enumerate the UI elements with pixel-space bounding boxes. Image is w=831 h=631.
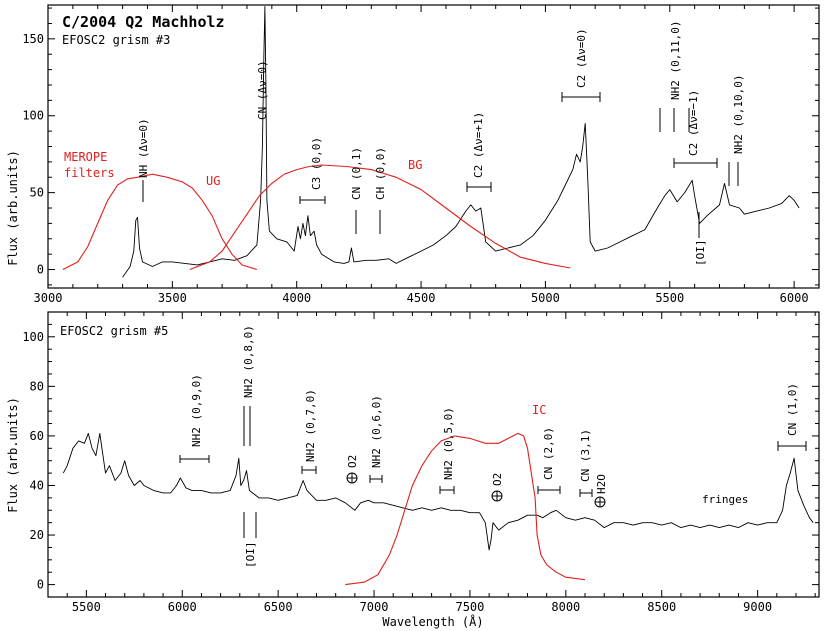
merope-label: MEROPE — [64, 150, 107, 164]
nh2-080-label: NH2 (0,8,0) — [242, 325, 255, 398]
fringes-label: fringes — [702, 493, 748, 506]
y-tick-label: 100 — [22, 330, 44, 344]
ic-label: IC — [532, 403, 546, 417]
nh2-060-marker — [369, 475, 383, 483]
top-y-ticks: 0 50 100 150 — [22, 7, 819, 286]
bottom-panel: 5500 6000 6500 7000 7500 8000 8500 9000 0 20 40 60… — [22, 311, 820, 614]
c2-dv0-label: C2 (Δν=0) — [575, 28, 588, 88]
y-tick-label: 0 — [37, 263, 44, 277]
nh2-011-label: NH2 (0,11,0) — [669, 21, 682, 100]
o2-label-1: O2 — [346, 455, 359, 468]
c2-dvm1-label: C2 (Δν=−1) — [687, 90, 700, 156]
x-tick-label: 5000 — [531, 291, 560, 305]
bottom-series — [62, 432, 814, 586]
cn20-marker — [537, 486, 561, 494]
spectrum-line — [122, 6, 800, 278]
cn31-marker — [579, 489, 593, 497]
filters-label: filters — [64, 166, 115, 180]
y-tick-label: 80 — [30, 379, 44, 393]
top-series — [62, 6, 800, 278]
c3-label: C3 (0,0) — [310, 137, 323, 190]
cn01-label: CN (0,1) — [350, 147, 363, 200]
x-tick-label: 9000 — [743, 600, 772, 614]
x-tick-label: 4500 — [407, 291, 436, 305]
cn-dv0-label: CN (Δν=0) — [256, 60, 269, 120]
nh2-0100-label: NH2 (0,10,0) — [732, 75, 745, 154]
nh-label: NH (Δν=0) — [137, 118, 150, 178]
x-tick-label: 3000 — [34, 291, 63, 305]
c3-marker — [299, 196, 326, 204]
ug-label: UG — [206, 174, 220, 188]
nh2-011-markers — [659, 108, 690, 132]
cn20-label: CN (2,0) — [542, 427, 555, 480]
y-tick-label: 50 — [30, 186, 44, 200]
filter-curve-bg — [189, 164, 571, 271]
spectrum-line — [62, 432, 814, 551]
filter-curve-ug — [62, 173, 258, 271]
nh2-060-label: NH2 (0,6,0) — [370, 395, 383, 468]
oi-label-bottom: [OI] — [244, 542, 257, 569]
cn10-label: CN (1,0) — [786, 383, 799, 436]
x-tick-label: 6500 — [264, 600, 293, 614]
x-tick-label: 6000 — [780, 291, 809, 305]
bottom-y-ticks: 0 20 40 60 80 100 — [22, 311, 819, 598]
bottom-y-axis-label: Flux (arb.units) — [6, 397, 20, 513]
nh2-050-label: NH2 (0,5,0) — [442, 407, 455, 480]
top-x-ticks: 3000 3500 4000 4500 5000 5500 6000 — [34, 5, 820, 305]
c2-dvm1-marker — [673, 158, 718, 168]
y-tick-label: 20 — [30, 528, 44, 542]
cn10-marker — [777, 441, 807, 451]
filter-curve-ic — [345, 432, 586, 586]
h2o-symbol — [594, 496, 606, 508]
x-tick-label: 3500 — [158, 291, 187, 305]
nh2-080-markers — [243, 406, 251, 446]
c2-dvp1-label: C2 (Δν=+1) — [472, 112, 485, 178]
bg-label: BG — [408, 158, 422, 172]
x-tick-label: 7500 — [455, 600, 484, 614]
nh2-090-label: NH2 (0,9,0) — [190, 374, 203, 447]
x-tick-label: 8000 — [551, 600, 580, 614]
c2-dvp1-marker — [466, 182, 492, 192]
nh2-090-marker — [179, 455, 210, 463]
top-title: C/2004 Q2 Machholz — [62, 13, 225, 31]
o2-symbol-2 — [491, 490, 503, 502]
nh2-070-marker — [301, 466, 317, 474]
y-tick-label: 100 — [22, 109, 44, 123]
o2-symbol-1 — [346, 472, 358, 484]
ch-label: CH (0,0) — [374, 147, 387, 200]
bottom-x-ticks: 5500 6000 6500 7000 7500 8000 8500 9000 — [47, 312, 816, 614]
x-tick-label: 6000 — [168, 600, 197, 614]
bottom-panel-frame — [47, 311, 820, 598]
y-tick-label: 0 — [37, 578, 44, 592]
y-tick-label: 150 — [22, 32, 44, 46]
bottom-subtitle: EFOSC2 grism #5 — [60, 324, 168, 338]
x-tick-label: 5500 — [655, 291, 684, 305]
top-subtitle: EFOSC2 grism #3 — [62, 33, 170, 47]
oi-label-top: [OI] — [694, 240, 707, 267]
o2-label-2: O2 — [491, 473, 504, 486]
nh2-070-label: NH2 (0,7,0) — [304, 389, 317, 462]
c2-dv0-marker — [561, 92, 601, 102]
nh2-050-marker — [439, 486, 455, 494]
oi-markers-bottom — [243, 512, 257, 538]
top-y-axis-label: Flux (arb.units) — [6, 150, 20, 266]
x-axis-label: Wavelength (Å) — [382, 614, 483, 629]
cn31-label: CN (3,1) — [579, 429, 592, 482]
h2o-label: H2O — [595, 474, 608, 494]
x-tick-label: 8500 — [647, 600, 676, 614]
top-panel: 3000 3500 4000 4500 5000 5500 6000 0 50 100 150 C… — [22, 4, 820, 305]
y-tick-label: 40 — [30, 478, 44, 492]
x-tick-label: 5500 — [72, 600, 101, 614]
x-tick-label: 4000 — [282, 291, 311, 305]
x-tick-label: 7000 — [360, 600, 389, 614]
nh2-0100-markers — [728, 162, 739, 186]
y-tick-label: 60 — [30, 429, 44, 443]
